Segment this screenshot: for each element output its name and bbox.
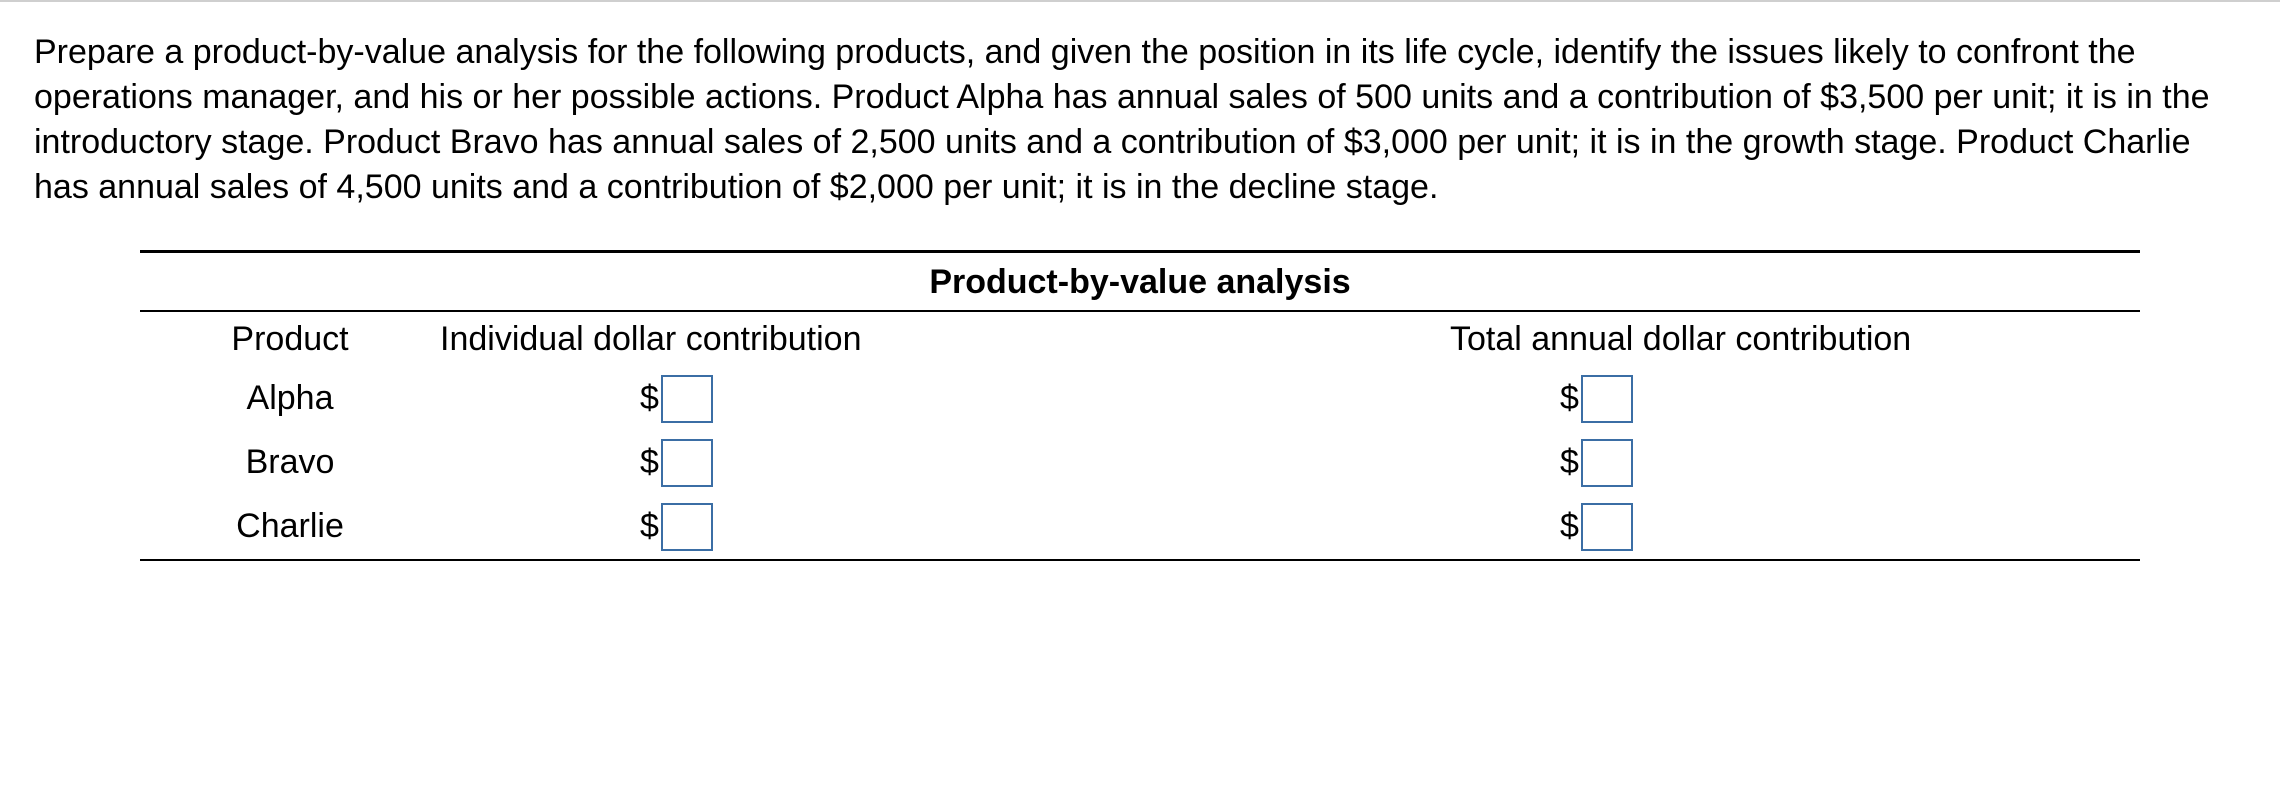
currency-symbol: $	[640, 443, 659, 482]
total-cell: $	[1200, 375, 2140, 423]
individual-cell: $	[440, 439, 1200, 487]
total-input[interactable]	[1581, 439, 1633, 487]
header-total: Total annual dollar contribution	[1200, 312, 2140, 367]
table-row: Bravo $ $	[140, 431, 2140, 495]
table-row: Alpha $ $	[140, 367, 2140, 431]
total-cell: $	[1200, 503, 2140, 551]
currency-symbol: $	[1560, 443, 1579, 482]
individual-input[interactable]	[661, 439, 713, 487]
currency-symbol: $	[1560, 507, 1579, 546]
individual-input[interactable]	[661, 503, 713, 551]
individual-input[interactable]	[661, 375, 713, 423]
header-product: Product	[140, 312, 440, 367]
total-cell: $	[1200, 439, 2140, 487]
header-individual: Individual dollar contribution	[440, 312, 1200, 367]
table-bottom-rule	[140, 559, 2140, 561]
table-title: Product-by-value analysis	[140, 253, 2140, 310]
product-name: Bravo	[140, 435, 440, 490]
individual-cell: $	[440, 375, 1200, 423]
total-input[interactable]	[1581, 375, 1633, 423]
table-row: Charlie $ $	[140, 495, 2140, 559]
individual-cell: $	[440, 503, 1200, 551]
product-name: Alpha	[140, 371, 440, 426]
question-prompt: Prepare a product-by-value analysis for …	[34, 30, 2246, 210]
table-header-row: Product Individual dollar contribution T…	[140, 312, 2140, 367]
total-input[interactable]	[1581, 503, 1633, 551]
currency-symbol: $	[640, 379, 659, 418]
currency-symbol: $	[640, 507, 659, 546]
product-name: Charlie	[140, 499, 440, 554]
currency-symbol: $	[1560, 379, 1579, 418]
analysis-table: Product-by-value analysis Product Indivi…	[140, 250, 2140, 561]
page: Prepare a product-by-value analysis for …	[0, 0, 2280, 591]
